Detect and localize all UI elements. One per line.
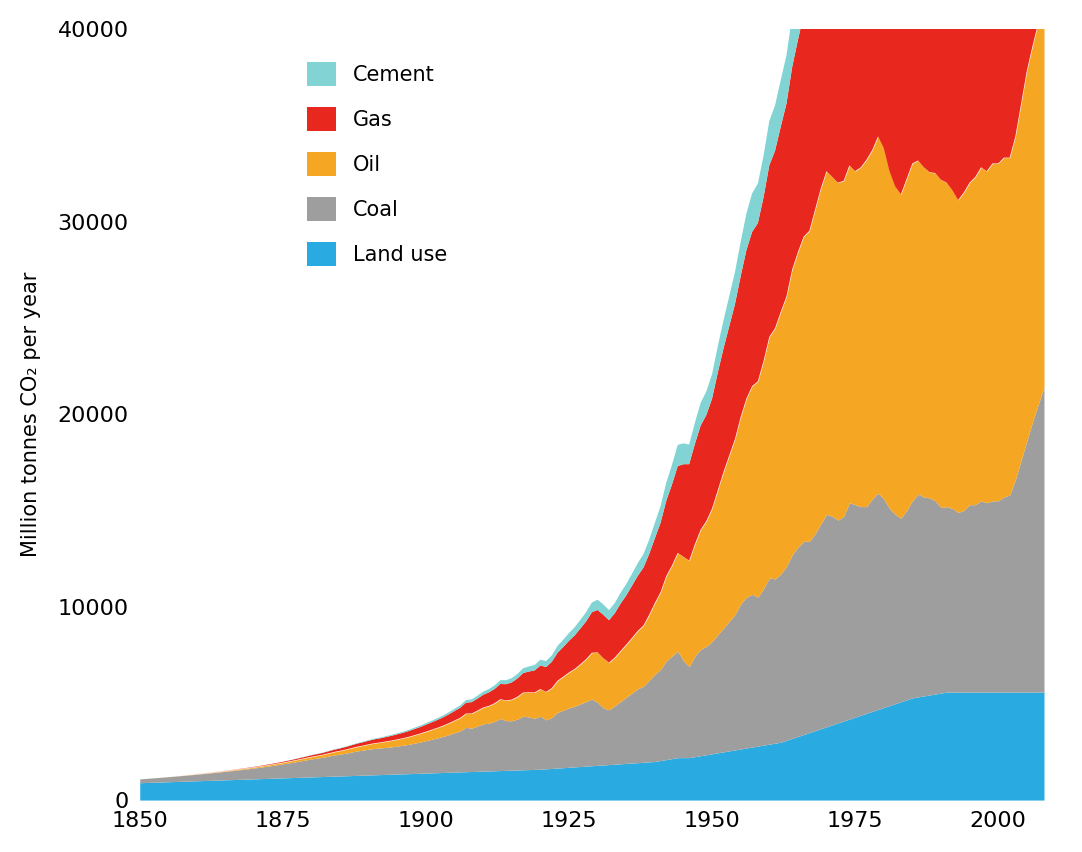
Y-axis label: Million tonnes CO₂ per year: Million tonnes CO₂ per year — [21, 272, 41, 557]
Legend: Cement, Gas, Oil, Coal, Land use: Cement, Gas, Oil, Coal, Land use — [307, 62, 447, 266]
